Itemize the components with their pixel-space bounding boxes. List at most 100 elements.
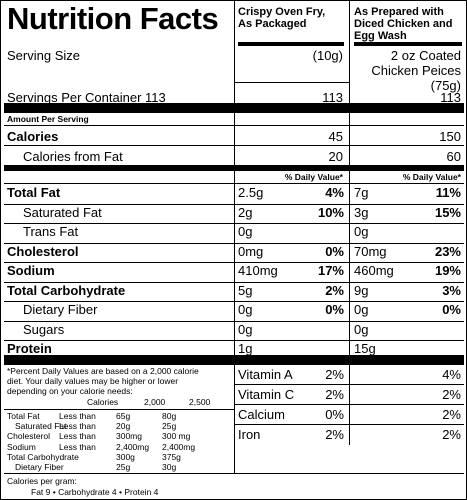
divider xyxy=(4,409,234,410)
divider xyxy=(4,125,464,126)
footnote-cell: 2,400mg xyxy=(116,441,150,452)
footnote-calories-2000: 2,000 xyxy=(144,397,166,407)
nutrient-amount-col1: 0g xyxy=(238,302,253,317)
calories-from-fat-col2: 60 xyxy=(446,149,461,164)
nutrient-amount-col2: 0g xyxy=(354,302,369,317)
nutrient-label: Saturated Fat xyxy=(23,204,102,220)
daily-value-footnote: *Percent Daily Values are based on a 2,0… xyxy=(7,366,199,396)
footnote-cell: 300g xyxy=(116,451,135,462)
footnote-calories-label: Calories xyxy=(87,397,119,407)
footnote-cell: Less than xyxy=(59,411,96,421)
calories-from-fat-label: Calories from Fat xyxy=(23,149,123,164)
nutrient-label: Total Carbohydrate xyxy=(7,282,126,298)
nutrient-amount-col1: 0mg xyxy=(238,243,264,259)
divider xyxy=(234,82,350,83)
footnote-cell: Sodium xyxy=(7,441,36,452)
col2-header-bar xyxy=(354,42,462,46)
nutrient-amount-col2: 0g xyxy=(354,321,369,337)
column-divider-1 xyxy=(234,1,235,361)
daily-value-header-col2: % Daily Value* xyxy=(402,172,461,182)
vitamin-dv-col2: 2% xyxy=(442,427,461,442)
amount-per-serving: Amount Per Serving xyxy=(7,114,89,124)
footnote-cell: 300 mg xyxy=(162,431,191,442)
nutrient-dv-col1: 17% xyxy=(317,263,344,278)
servings-per-col1: 113 xyxy=(322,90,343,105)
vitamin-dv-col2: 2% xyxy=(442,407,461,422)
calories-from-fat-col1: 20 xyxy=(328,149,343,164)
serving-size-col1: (10g) xyxy=(312,48,343,63)
nutrient-dv-col2: 15% xyxy=(434,204,461,220)
column-2-heading: As Prepared with Diced Chicken and Egg W… xyxy=(354,6,453,42)
nutrient-label: Dietary Fiber xyxy=(23,302,98,317)
nutrition-facts-title: Nutrition Facts xyxy=(7,1,219,36)
column-divider-2 xyxy=(349,365,350,445)
nutrient-amount-col1: 0g xyxy=(238,224,253,239)
footnote-cell: Dietary Fiber xyxy=(15,462,64,472)
divider xyxy=(4,243,464,244)
vitamin-label: Vitamin A xyxy=(238,367,293,382)
column-divider-2 xyxy=(349,1,350,361)
nutrient-amount-col2: 70mg xyxy=(354,243,387,259)
nutrient-dv-col2: 0% xyxy=(442,302,461,317)
calories-label: Calories xyxy=(7,129,59,144)
divider xyxy=(4,321,464,322)
footnote-cell: Total Carbohydrate xyxy=(7,451,79,462)
divider xyxy=(4,183,464,184)
calories-per-gram-label: Calories per gram: xyxy=(7,476,77,486)
divider xyxy=(4,262,464,263)
footnote-cell: 300mg xyxy=(116,431,142,442)
footnote-cell: 30g xyxy=(162,462,177,472)
nutrient-amount-col1: 2g xyxy=(238,204,253,220)
col1-header-bar xyxy=(238,42,344,46)
nutrient-amount-col2: 460mg xyxy=(354,263,394,278)
calories-col1: 45 xyxy=(328,129,343,144)
serving-size-label: Serving Size xyxy=(7,48,80,63)
footnote-cell: 65g xyxy=(116,411,131,421)
nutrient-label: Cholesterol xyxy=(7,243,79,259)
footnote-cell: Saturated Fat xyxy=(15,421,67,432)
medium-separator xyxy=(4,165,464,171)
footnote-cell: Less than xyxy=(59,421,96,432)
nutrient-dv-col1: 2% xyxy=(325,282,344,298)
footnote-cell: 80g xyxy=(162,411,177,421)
footnote-cell: Cholesterol xyxy=(7,431,50,442)
nutrient-amount-col2: 3g xyxy=(354,204,369,220)
footnote-cell: 25g xyxy=(162,421,177,432)
nutrient-dv-col2: 19% xyxy=(434,263,461,278)
nutrient-label: Sugars xyxy=(23,321,65,337)
nutrient-label: Trans Fat xyxy=(23,224,79,239)
calories-col2: 150 xyxy=(439,129,461,144)
footnote-cell: Less than xyxy=(59,431,96,442)
vitamin-dv-col1: 2% xyxy=(325,387,344,402)
nutrient-amount-col2: 9g xyxy=(354,282,369,298)
servings-per-container-label: Servings Per Container 113 xyxy=(7,90,166,105)
footnote-cell: 25g xyxy=(116,462,131,472)
vitamin-dv-col1: 2% xyxy=(325,367,344,382)
nutrient-amount-col2: 0g xyxy=(354,224,369,239)
footnote-cell: 2,400mg xyxy=(162,441,196,452)
footnote-calories-2500: 2,500 xyxy=(189,397,211,407)
column-divider-1 xyxy=(234,365,235,473)
divider xyxy=(4,223,464,224)
nutrient-dv-col1: 0% xyxy=(325,302,344,317)
nutrient-label: Sodium xyxy=(7,263,55,278)
daily-value-header-col1: % Daily Value* xyxy=(284,172,343,182)
vitamin-dv-col1: 0% xyxy=(325,407,344,422)
divider xyxy=(4,282,464,283)
divider xyxy=(4,301,464,302)
calories-per-gram-values: Fat 9 • Carbohydrate 4 • Protein 4 xyxy=(31,487,159,497)
nutrient-label: Total Fat xyxy=(7,185,61,200)
nutrient-dv-col1: 4% xyxy=(325,185,344,200)
vitamin-dv-col2: 4% xyxy=(442,367,461,382)
divider xyxy=(4,340,464,341)
thick-separator xyxy=(4,355,464,365)
divider xyxy=(4,204,464,205)
nutrient-dv-col1: 0% xyxy=(325,243,344,259)
nutrient-amount-col1: 5g xyxy=(238,282,253,298)
nutrient-amount-col2: 7g xyxy=(354,185,369,200)
vitamin-dv-col1: 2% xyxy=(325,427,344,442)
footnote-cell: 20g xyxy=(116,421,131,432)
nutrient-amount-col1: 0g xyxy=(238,321,253,337)
footnote-cell: 375g xyxy=(162,451,181,462)
